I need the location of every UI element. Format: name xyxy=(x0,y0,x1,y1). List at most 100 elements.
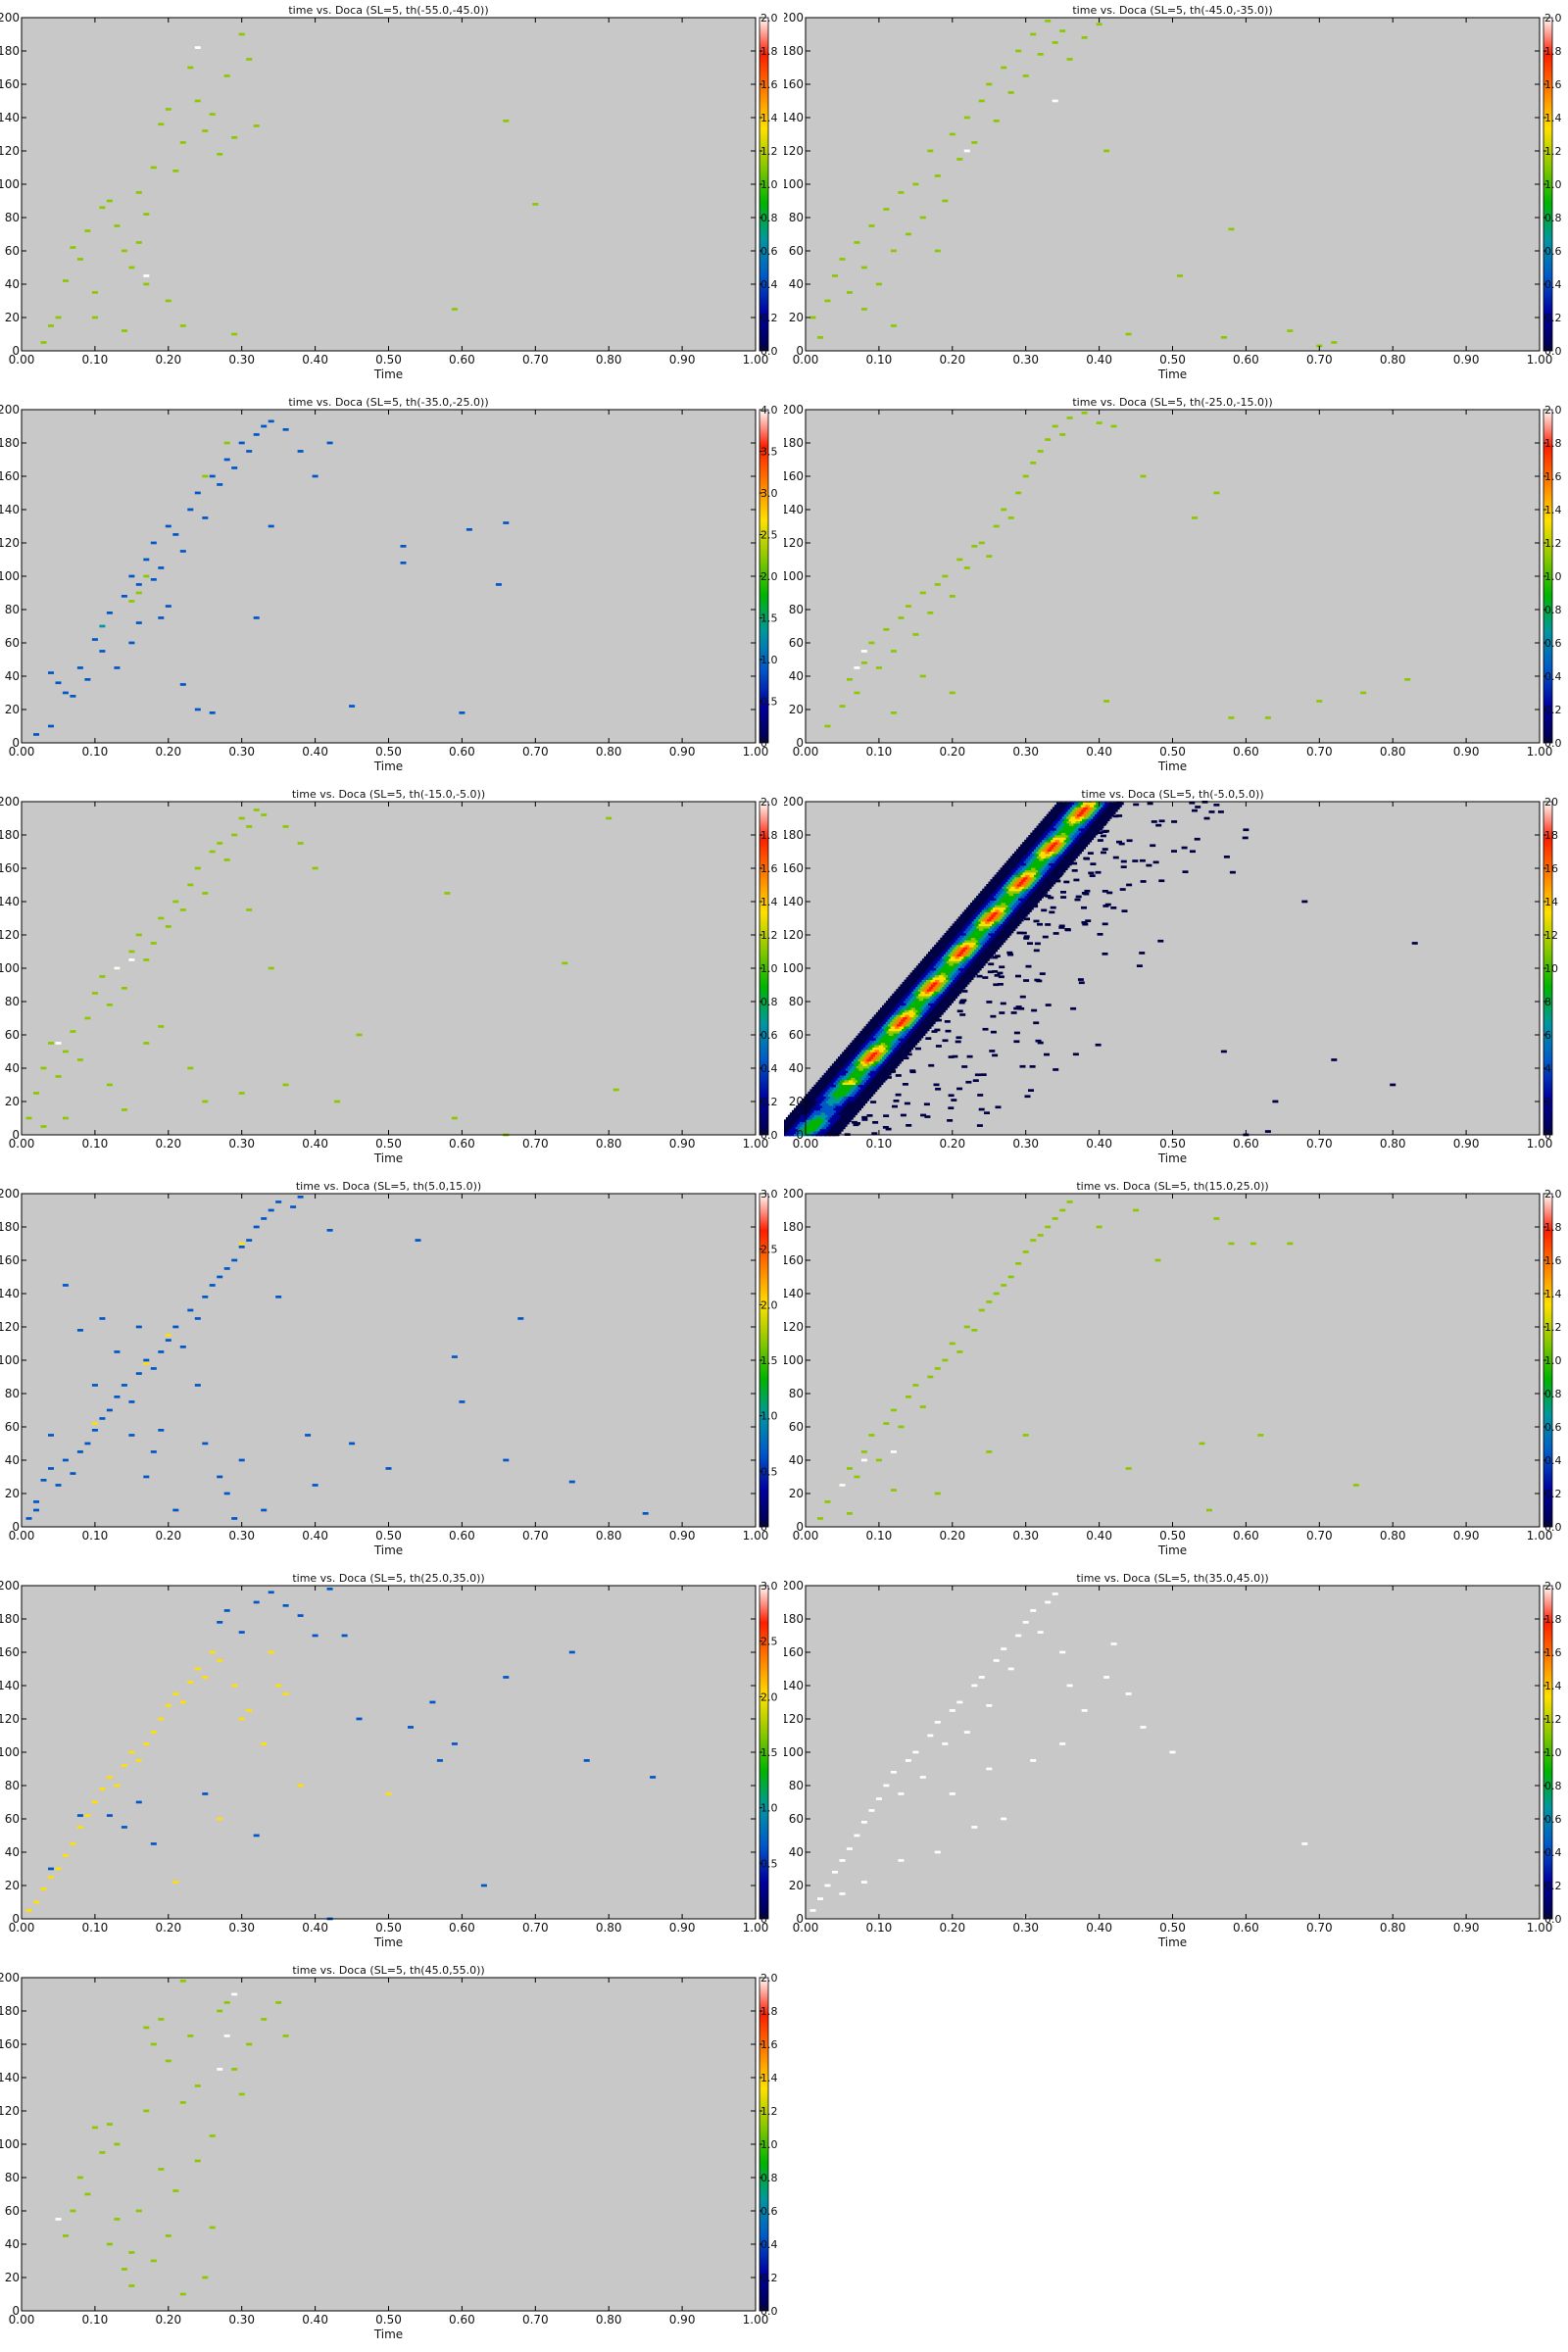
x-tick-label: 0.70 xyxy=(1306,745,1333,759)
hist-cell xyxy=(1100,802,1106,806)
hist-cell xyxy=(1029,879,1036,882)
hist-cell xyxy=(1052,807,1058,810)
y-tick-label: 80 xyxy=(789,1387,804,1400)
hist-cell xyxy=(297,1196,304,1199)
x-tick-label: 1.00 xyxy=(1527,745,1553,759)
hist-cell xyxy=(818,1119,825,1123)
hist-cell xyxy=(861,1101,868,1103)
hist-cell xyxy=(1023,851,1029,855)
hist-cell xyxy=(896,1014,903,1017)
hist-cell xyxy=(202,129,209,132)
hist-cell xyxy=(128,958,135,961)
hist-cell xyxy=(1030,1759,1037,1762)
hist-cell xyxy=(835,1109,842,1113)
hist-cell xyxy=(165,108,172,111)
hist-cell xyxy=(1074,807,1081,810)
hist-cell xyxy=(1058,860,1065,863)
hist-cell xyxy=(1005,881,1012,885)
hist-cell xyxy=(974,949,980,953)
hist-cell xyxy=(986,935,993,938)
hist-cell xyxy=(816,1117,823,1120)
hist-cell xyxy=(970,911,977,915)
colorbar-tick-label: 1.4 xyxy=(1544,504,1562,516)
y-tick-label: 140 xyxy=(0,2071,20,2084)
hist-cell xyxy=(979,933,986,936)
hist-cell xyxy=(231,1992,238,1996)
hist-cell xyxy=(945,947,952,950)
hist-cell xyxy=(238,816,245,820)
hist-cell xyxy=(891,1065,898,1069)
hist-cell xyxy=(827,1114,834,1118)
hist-cell xyxy=(1004,928,1011,931)
hist-cell xyxy=(990,900,996,904)
hist-cell xyxy=(909,1069,916,1072)
hist-cell xyxy=(928,956,935,959)
histogram-svg: time vs. Doca (SL=5, th(-25.0,-15.0))0.0… xyxy=(784,396,1562,773)
hist-cell xyxy=(1020,869,1027,873)
colorbar-tick-label: 0 xyxy=(1544,1129,1551,1142)
hist-cell xyxy=(946,981,953,985)
y-tick-label: 0 xyxy=(796,736,804,750)
hist-cell xyxy=(1045,830,1052,833)
hist-cell xyxy=(172,900,179,904)
y-tick-label: 160 xyxy=(784,861,804,875)
hist-cell xyxy=(928,977,934,980)
x-tick-label: 0.50 xyxy=(375,1921,402,1935)
hist-cell xyxy=(158,1350,165,1353)
hist-cell xyxy=(1054,860,1061,863)
hist-cell xyxy=(868,1060,875,1064)
hist-cell xyxy=(980,895,987,899)
hist-cell xyxy=(873,1040,880,1044)
hist-cell xyxy=(1023,906,1030,910)
colorbar-tick-label: 2.5 xyxy=(760,1244,778,1256)
hist-cell xyxy=(965,958,972,961)
hist-cell xyxy=(1048,837,1054,841)
hist-cell xyxy=(1029,1065,1036,1068)
hist-cell xyxy=(1069,823,1075,826)
hist-cell xyxy=(1034,827,1041,831)
hist-cell xyxy=(884,1058,891,1062)
hist-cell xyxy=(1014,881,1021,885)
hist-cell xyxy=(860,662,867,664)
hist-cell xyxy=(854,691,860,695)
hist-cell xyxy=(835,1105,842,1108)
hist-cell xyxy=(1102,953,1108,956)
hist-cell xyxy=(1068,839,1075,843)
hist-cell xyxy=(808,1105,815,1108)
hist-cell xyxy=(972,930,979,934)
hist-cell xyxy=(887,1040,894,1044)
hist-cell xyxy=(1010,916,1017,919)
hist-cell xyxy=(879,1058,886,1062)
hist-cell xyxy=(950,947,956,950)
hist-cell xyxy=(877,1060,884,1064)
hist-cell xyxy=(1024,1095,1031,1099)
hist-cell xyxy=(994,921,1001,924)
hist-cell xyxy=(875,1038,882,1041)
hist-cell xyxy=(985,952,992,955)
hist-cell xyxy=(480,1884,487,1887)
y-tick-label: 0 xyxy=(796,1912,804,1926)
hist-cell xyxy=(1032,860,1039,863)
hist-cell xyxy=(906,1016,913,1020)
hist-cell xyxy=(165,925,172,928)
hist-cell xyxy=(1076,805,1083,808)
hist-cell xyxy=(856,1035,862,1039)
hist-cell xyxy=(966,942,973,946)
hist-cell xyxy=(818,1084,824,1088)
hist-cell xyxy=(926,958,933,961)
hist-cell xyxy=(1025,854,1032,857)
colorbar-tick-label: 1.2 xyxy=(1544,1321,1562,1334)
hist-cell xyxy=(1054,808,1061,812)
y-tick-label: 20 xyxy=(5,1487,20,1500)
y-tick-label: 180 xyxy=(0,1220,20,1234)
hist-cell xyxy=(76,1814,83,1817)
hist-cell xyxy=(1100,823,1106,826)
histogram-svg: time vs. Doca (SL=5, th(-15.0,-5.0))0.00… xyxy=(0,788,778,1165)
hist-cell xyxy=(784,1124,791,1127)
hist-cell xyxy=(843,1091,850,1095)
hist-cell xyxy=(960,923,967,927)
colorbar-tick-label: 4 xyxy=(1544,1062,1551,1075)
hist-cell xyxy=(1007,879,1014,882)
hist-cell xyxy=(892,993,899,997)
hist-cell xyxy=(945,993,952,997)
